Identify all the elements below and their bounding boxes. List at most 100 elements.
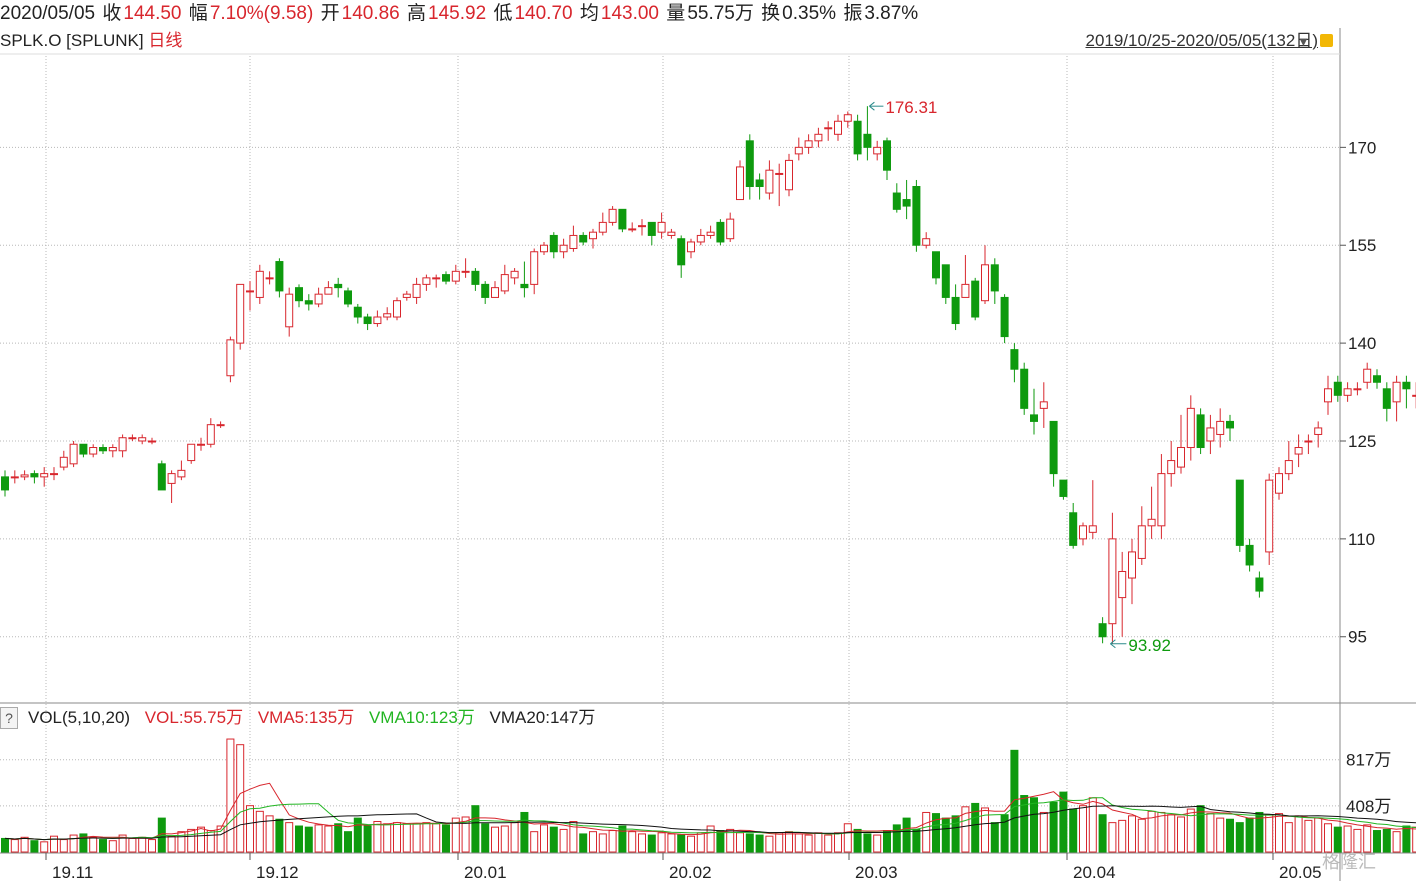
date-range-selector[interactable]: 2019/10/25-2020/05/05(132日) [1085,31,1318,50]
x-tick-label: 20.02 [669,863,712,881]
help-icon[interactable]: ? [0,707,18,729]
candle-body [843,114,852,122]
candle-body [1157,473,1166,527]
candle-body [755,179,764,188]
volume-bar [1314,817,1323,853]
candle-body [638,225,646,228]
candle-body [1128,551,1136,579]
volume-bar [226,738,235,853]
candle-body [1186,407,1195,449]
volume-bar [716,830,725,853]
volume-bar [1108,822,1117,853]
volume-bar [1343,825,1352,853]
y-tick-label: 95 [1348,628,1367,647]
volume-label: 量 [666,3,686,24]
candle-body [677,238,686,266]
candle-body [981,264,989,302]
change-value: 7.10%(9.58) [209,3,314,24]
volume-bar [990,822,999,853]
candle-body [451,270,460,282]
volume-bar [608,830,617,853]
candle-body [1343,388,1352,396]
volume-bar [1255,811,1264,853]
volume-bar [324,825,333,853]
volume-bar [30,840,39,853]
candle-body [1373,375,1381,383]
candle-body [108,447,117,452]
volume-bar [353,817,362,853]
volume-tick-label: 817万 [1346,751,1391,770]
volume-bar [89,836,98,853]
candle-body [706,231,715,236]
candle-body [549,234,558,253]
high-label: 高 [407,3,427,24]
vma10-line [4,797,1416,841]
candle-body [785,159,793,191]
volume-tick-label: 408万 [1346,797,1391,816]
volume-bar [1059,791,1068,853]
volume-bar [1167,814,1176,853]
volume-bar [892,824,901,853]
x-tick-label: 20.04 [1073,863,1116,881]
candle-body [412,283,421,298]
candle-body [461,270,470,273]
volume-bar [471,805,480,853]
candle-body [314,293,323,305]
amplitude-value: 3.87% [864,3,919,24]
volume-bar [814,832,823,853]
open-label: 开 [320,3,340,24]
amplitude-label: 振 [843,3,863,24]
candle-body [1206,427,1215,442]
x-tick-label: 19.12 [256,863,299,881]
candle-body [69,443,78,465]
lock-icon[interactable] [1320,34,1333,47]
candle-body [598,221,607,233]
candle-body [1108,538,1117,625]
candle-body [1363,368,1372,383]
volume-bar [1000,814,1009,853]
candle-body [167,473,176,484]
candle-body [510,270,519,279]
candle-body [540,244,548,253]
low-value: 140.70 [514,3,573,24]
min-arrowhead [1110,639,1116,649]
volume-bar [373,821,382,853]
volume-bar [902,817,911,853]
y-tick-label: 155 [1348,236,1376,255]
candle-body [569,234,578,249]
volume-bar [1373,830,1381,853]
candle-body [1000,296,1009,338]
y-tick-label: 170 [1348,138,1376,157]
quote-date: 2020/05/05 [0,3,96,24]
volume-bar [1118,819,1127,853]
volume-params: VOL(5,10,20) [28,708,131,727]
volume-bar [618,825,627,853]
volume-bar [422,822,431,853]
chevron-down-icon[interactable]: ▼ [1297,34,1310,49]
candle-body [99,447,107,452]
candle-body [206,424,215,445]
candle-body [1333,381,1342,396]
volume-bar [1226,818,1234,853]
volume-bar [79,833,88,853]
candle-body [226,339,235,377]
candle-body [1010,349,1019,370]
candle-body [745,140,754,188]
candle-body [363,316,372,325]
volume-bar [520,811,529,853]
candle-body [520,283,529,289]
y-tick-label: 125 [1348,432,1376,451]
candle-body [304,300,313,305]
candle-body [383,313,392,318]
candle-body [187,443,196,462]
candle-body [236,283,245,344]
quote-summary-bar: 2020/05/05 收 144.50 幅 7.10%(9.58) 开 140.86 … [0,0,1416,28]
volume-bar [530,831,539,853]
volume-bar [1,837,9,853]
candle-body [324,287,333,295]
period-label[interactable]: 日线 [148,31,183,50]
candle-body [1059,479,1068,497]
candle-body [20,474,29,478]
volume-bar [775,832,784,853]
